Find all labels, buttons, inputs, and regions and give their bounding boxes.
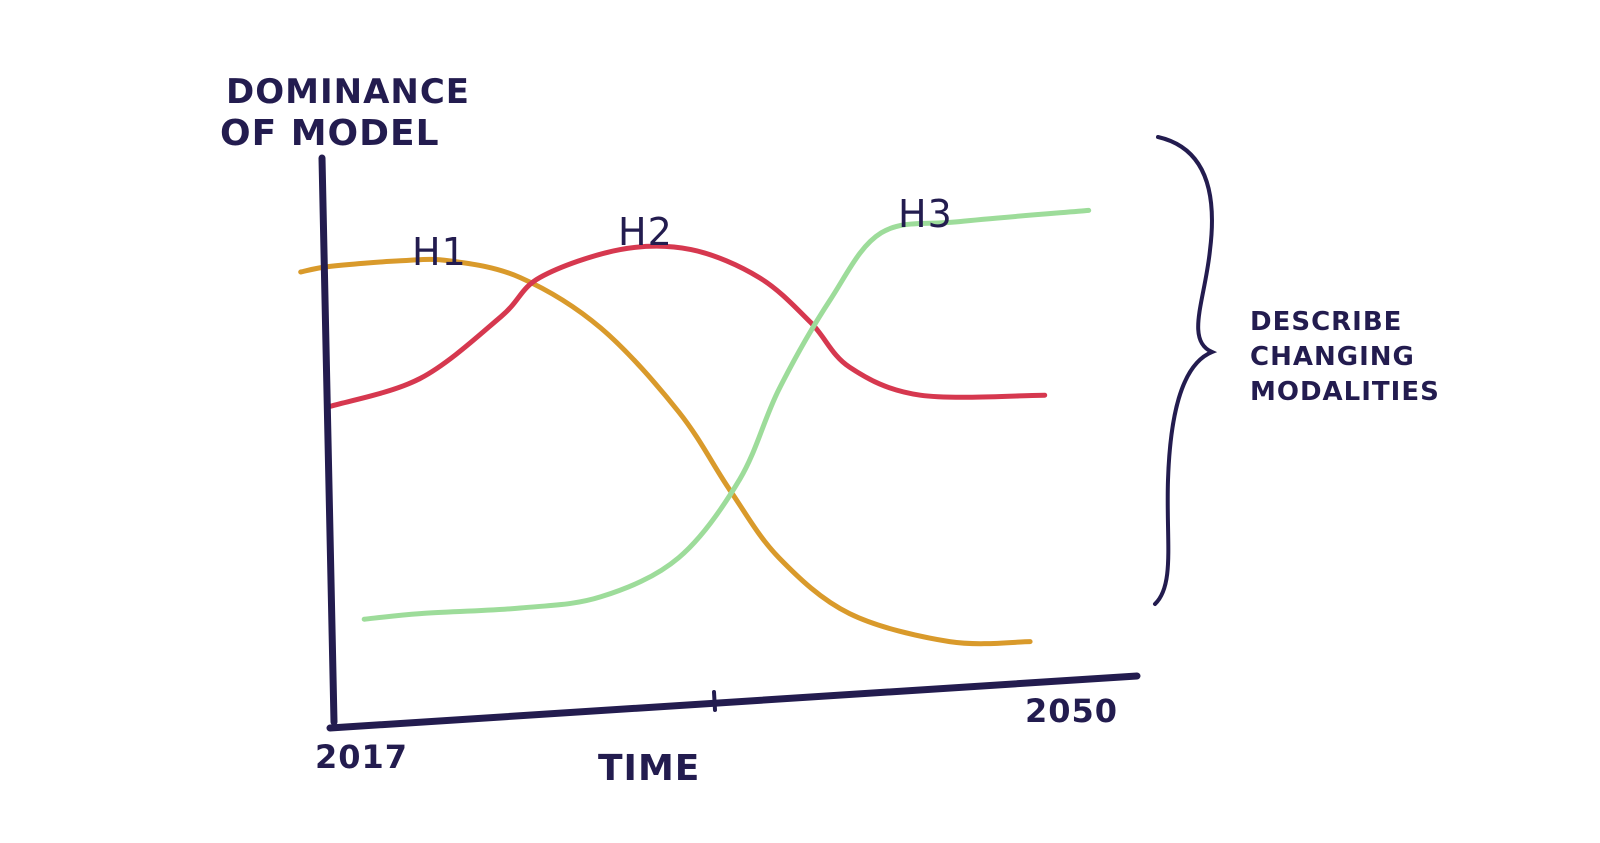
- x-tick-label-2017: 2017: [315, 738, 408, 776]
- annotation-line-2: CHANGING: [1250, 342, 1415, 372]
- series-line-h2: [327, 243, 1048, 409]
- x-tick-label-2050: 2050: [1025, 692, 1118, 730]
- x-axis-mid-tick: [712, 690, 717, 712]
- y-axis-label-line-2: OF MODEL: [220, 113, 440, 154]
- annotation-line-1: DESCRIBE: [1250, 307, 1402, 337]
- y-axis: [318, 154, 338, 726]
- y-axis-label-line-1: DOMINANCE: [226, 72, 470, 112]
- series-label-h3: H3: [898, 192, 953, 236]
- x-axis: [326, 672, 1141, 732]
- curly-brace: [1153, 135, 1218, 606]
- series-lines: [298, 207, 1092, 647]
- annotation-line-3: MODALITIES: [1250, 377, 1440, 407]
- series-line-h3: [361, 207, 1092, 622]
- series-line-h1: [298, 256, 1033, 647]
- series-label-h2: H2: [618, 210, 673, 254]
- x-axis-label: TIME: [598, 748, 700, 789]
- series-label-h1: H1: [412, 230, 467, 274]
